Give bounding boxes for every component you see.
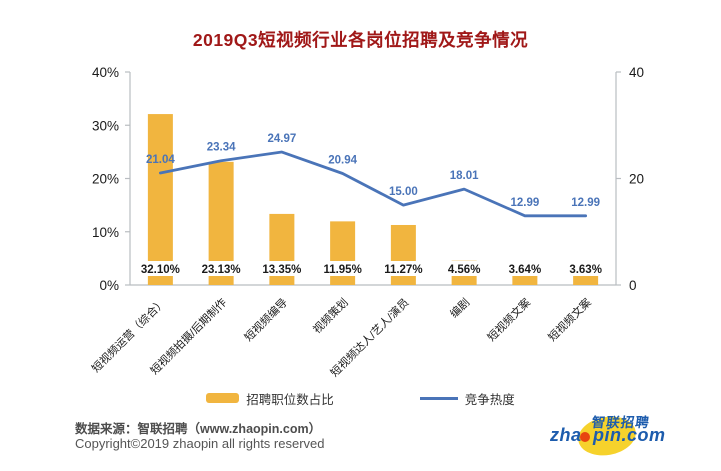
logo-domain-text: zhaopin.com <box>550 425 666 445</box>
left-axis-label: 0% <box>99 278 119 293</box>
bar-value-label: 23.13% <box>202 264 241 276</box>
bar-label-chip <box>437 261 492 276</box>
bar-label-chip <box>254 261 309 276</box>
bar-value-label: 13.35% <box>262 264 301 276</box>
line-value-label: 12.99 <box>510 197 539 209</box>
left-axis-label: 20% <box>92 172 119 187</box>
legend-line-label: 竞争热度 <box>464 392 515 407</box>
bar-label-chip <box>133 261 188 276</box>
category-label: 短视频文案 <box>545 295 594 344</box>
page-title: 2019Q3短视频行业各岗位招聘及竞争情况 <box>192 30 529 50</box>
bar-label-chip <box>376 261 431 276</box>
bar-value-label: 3.63% <box>569 264 602 276</box>
line-value-label: 12.99 <box>571 197 600 209</box>
logo-dot-icon <box>580 432 590 442</box>
category-label: 短视频编导 <box>241 295 290 344</box>
right-axis-label: 0 <box>629 278 637 293</box>
left-axis-label: 30% <box>92 118 119 133</box>
right-axis-label: 40 <box>629 65 644 80</box>
legend-item-line: 竞争热度 <box>419 389 515 408</box>
line-swatch-icon <box>419 396 458 400</box>
bar-swatch-icon <box>206 393 240 403</box>
category-label: 视频策划 <box>310 295 351 336</box>
line-value-label: 24.97 <box>267 133 296 145</box>
bar-value-label: 32.10% <box>141 264 180 276</box>
bar-label-chip <box>558 261 613 276</box>
chart-legend: 招聘职位数占比 竞争热度 <box>0 388 721 408</box>
legend-bar-label: 招聘职位数占比 <box>246 392 334 407</box>
left-axis-label: 40% <box>92 65 119 80</box>
left-axis-label: 10% <box>92 225 119 240</box>
bar-label-chip <box>497 261 552 276</box>
line-value-label: 21.04 <box>146 154 175 166</box>
copyright-text: Copyright©2019 zhaopin all rights reserv… <box>75 436 325 451</box>
bar-label-chip <box>315 261 370 276</box>
bar-value-label: 11.27% <box>384 264 422 276</box>
right-axis-label: 20 <box>629 172 644 187</box>
bar-value-label: 11.95% <box>323 264 361 276</box>
combo-chart: 40% 30% 20% 10% 0% 40 20 0 32.10% 23.13% 13.35% 11.… <box>89 65 644 379</box>
legend-item-bar: 招聘职位数占比 <box>206 389 334 408</box>
data-source-text: 数据来源：智联招聘（www.zhaopin.com） <box>75 422 322 436</box>
category-label: 编剧 <box>447 295 472 320</box>
line-value-label: 15.00 <box>389 186 418 198</box>
competition-line <box>158 150 588 218</box>
bar-label-chip <box>194 261 249 276</box>
line-value-label: 23.34 <box>207 142 236 154</box>
bar-value-label: 3.64% <box>509 264 542 276</box>
category-label: 短视频文案 <box>484 295 533 344</box>
line-value-label: 20.94 <box>328 154 357 166</box>
bar <box>147 114 173 285</box>
bar-value-label: 4.56% <box>448 264 481 276</box>
line-value-label: 18.01 <box>450 170 479 182</box>
zhaopin-logo: 智联招聘 zhaopin.com <box>548 410 713 466</box>
